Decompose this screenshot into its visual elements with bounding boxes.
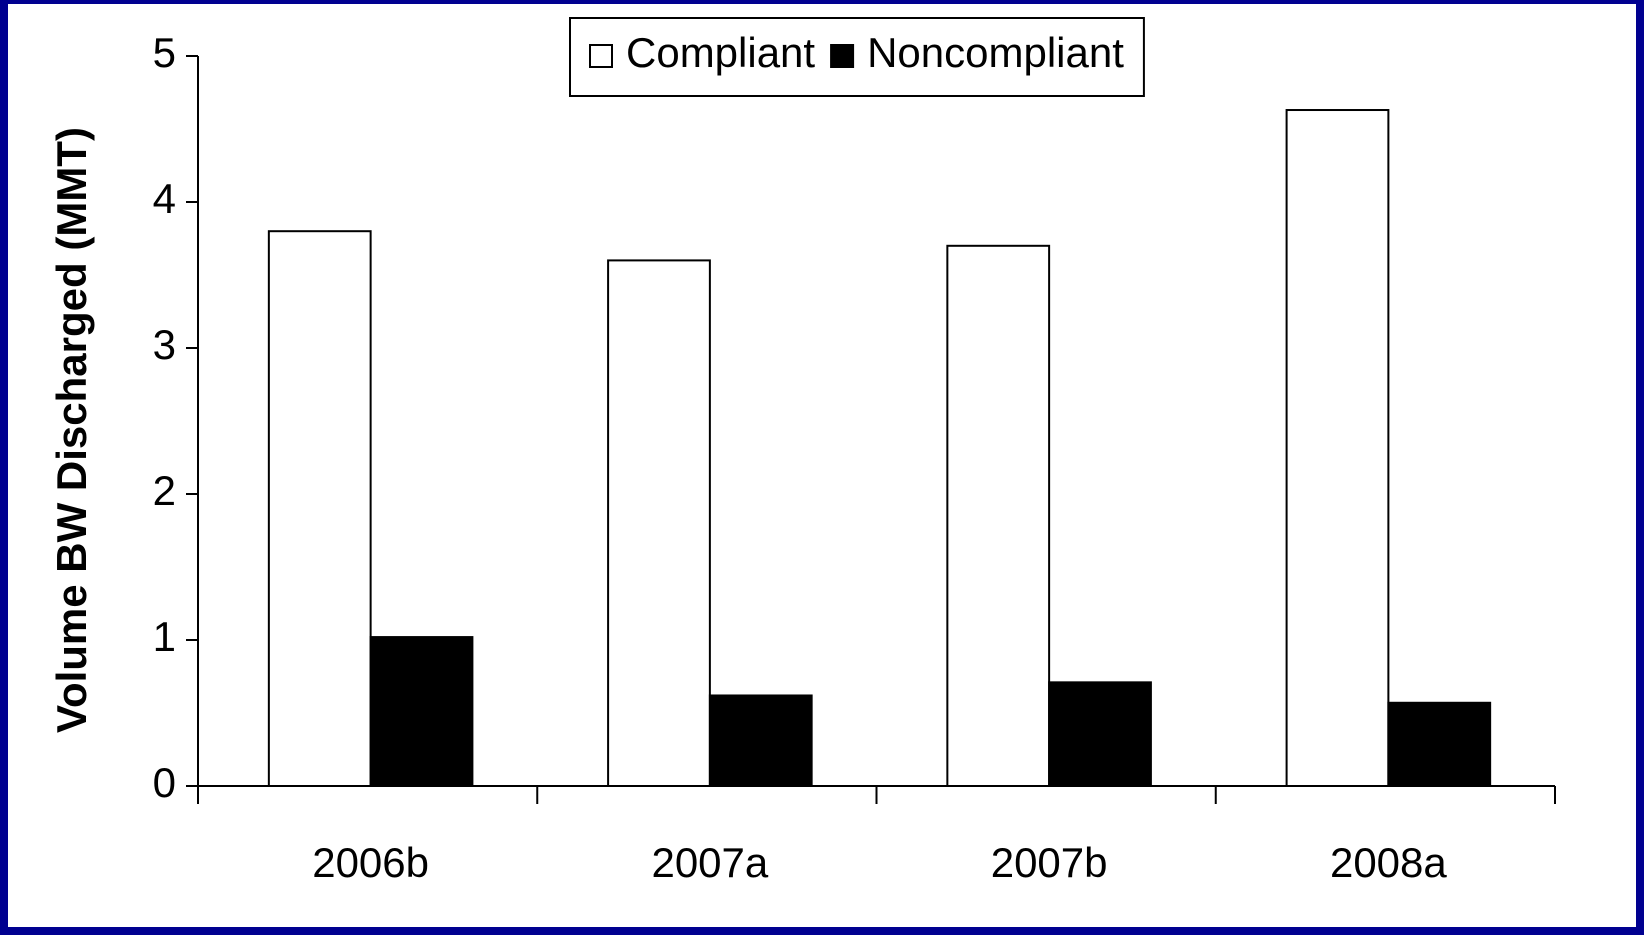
bar bbox=[946, 244, 1051, 788]
legend-box bbox=[569, 17, 1145, 97]
y-tick-label: 5 bbox=[153, 29, 176, 76]
legend-swatch bbox=[589, 44, 613, 68]
bar bbox=[369, 636, 474, 788]
bar bbox=[1387, 701, 1492, 788]
y-tick-label: 4 bbox=[153, 175, 176, 222]
y-axis-title: Volume BW Discharged (MMT) bbox=[48, 127, 95, 733]
legend-swatch bbox=[830, 44, 855, 68]
y-tick-label: 2 bbox=[153, 467, 176, 514]
y-tick-label: 3 bbox=[153, 321, 176, 368]
bar bbox=[267, 230, 372, 787]
x-tick-label: 2006b bbox=[312, 839, 429, 886]
y-tick-label: 0 bbox=[153, 759, 176, 806]
x-tick-label: 2007b bbox=[991, 839, 1108, 886]
y-tick-label: 1 bbox=[153, 613, 176, 660]
bar bbox=[1285, 109, 1390, 787]
bar bbox=[607, 259, 711, 787]
legend-label: Compliant bbox=[626, 29, 815, 76]
bar bbox=[708, 694, 813, 787]
x-tick-label: 2008a bbox=[1330, 839, 1447, 886]
x-tick-label: 2007a bbox=[651, 839, 768, 886]
legend-label: Noncompliant bbox=[867, 29, 1124, 76]
bar bbox=[1048, 681, 1152, 788]
background bbox=[8, 4, 1636, 927]
